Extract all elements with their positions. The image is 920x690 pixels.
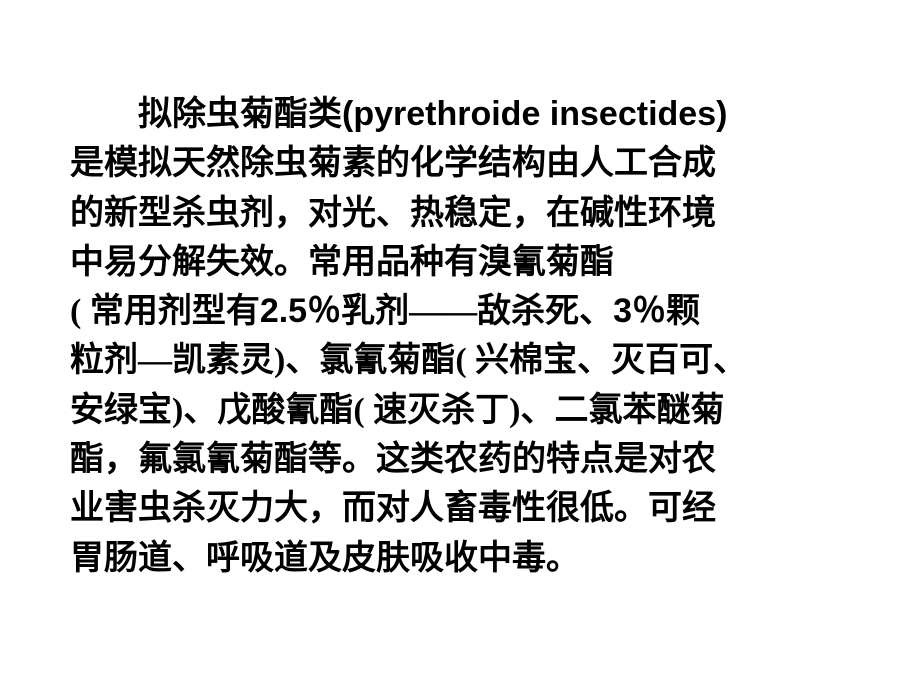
text-segment: 拟除虫菊酯类 — [138, 96, 342, 133]
text-segment: ％颗 — [632, 293, 700, 330]
text-segment: 胃肠道、呼吸道及皮肤吸收中毒。 — [70, 540, 580, 577]
text-segment: 是模拟天然除虫菊素的化学结构由人工合成 — [70, 145, 716, 182]
text-segment: 中易分解失效。常用品种有溴氰菊酯 — [70, 244, 614, 281]
text-segment: 安绿宝)、戊酸氰酯( 速灭杀丁)、二氯苯醚菊 — [70, 392, 724, 429]
text-segment: 的新型杀虫剂，对光、热稳定，在碱性环境 — [70, 195, 716, 232]
number-value: 2.5 — [260, 292, 307, 330]
text-segment: ％乳剂——敌杀死、 — [307, 293, 613, 330]
text-segment: 业害虫杀灭力大，而对人畜毒性很低。可经 — [70, 490, 716, 527]
text-segment: 粒剂—凯素灵)、氯氰菊酯( 兴棉宝、灭百可、 — [70, 342, 747, 379]
text-segment: ( 常用剂型有 — [70, 293, 260, 330]
latin-term: (pyrethroide insectides) — [342, 95, 727, 133]
text-segment: 酯，氟氯氰菊酯等。这类农药的特点是对农 — [70, 441, 716, 478]
number-value: 3 — [613, 292, 632, 330]
document-body: 拟除虫菊酯类(pyrethroide insectides) 是模拟天然除虫菊素… — [70, 90, 850, 583]
